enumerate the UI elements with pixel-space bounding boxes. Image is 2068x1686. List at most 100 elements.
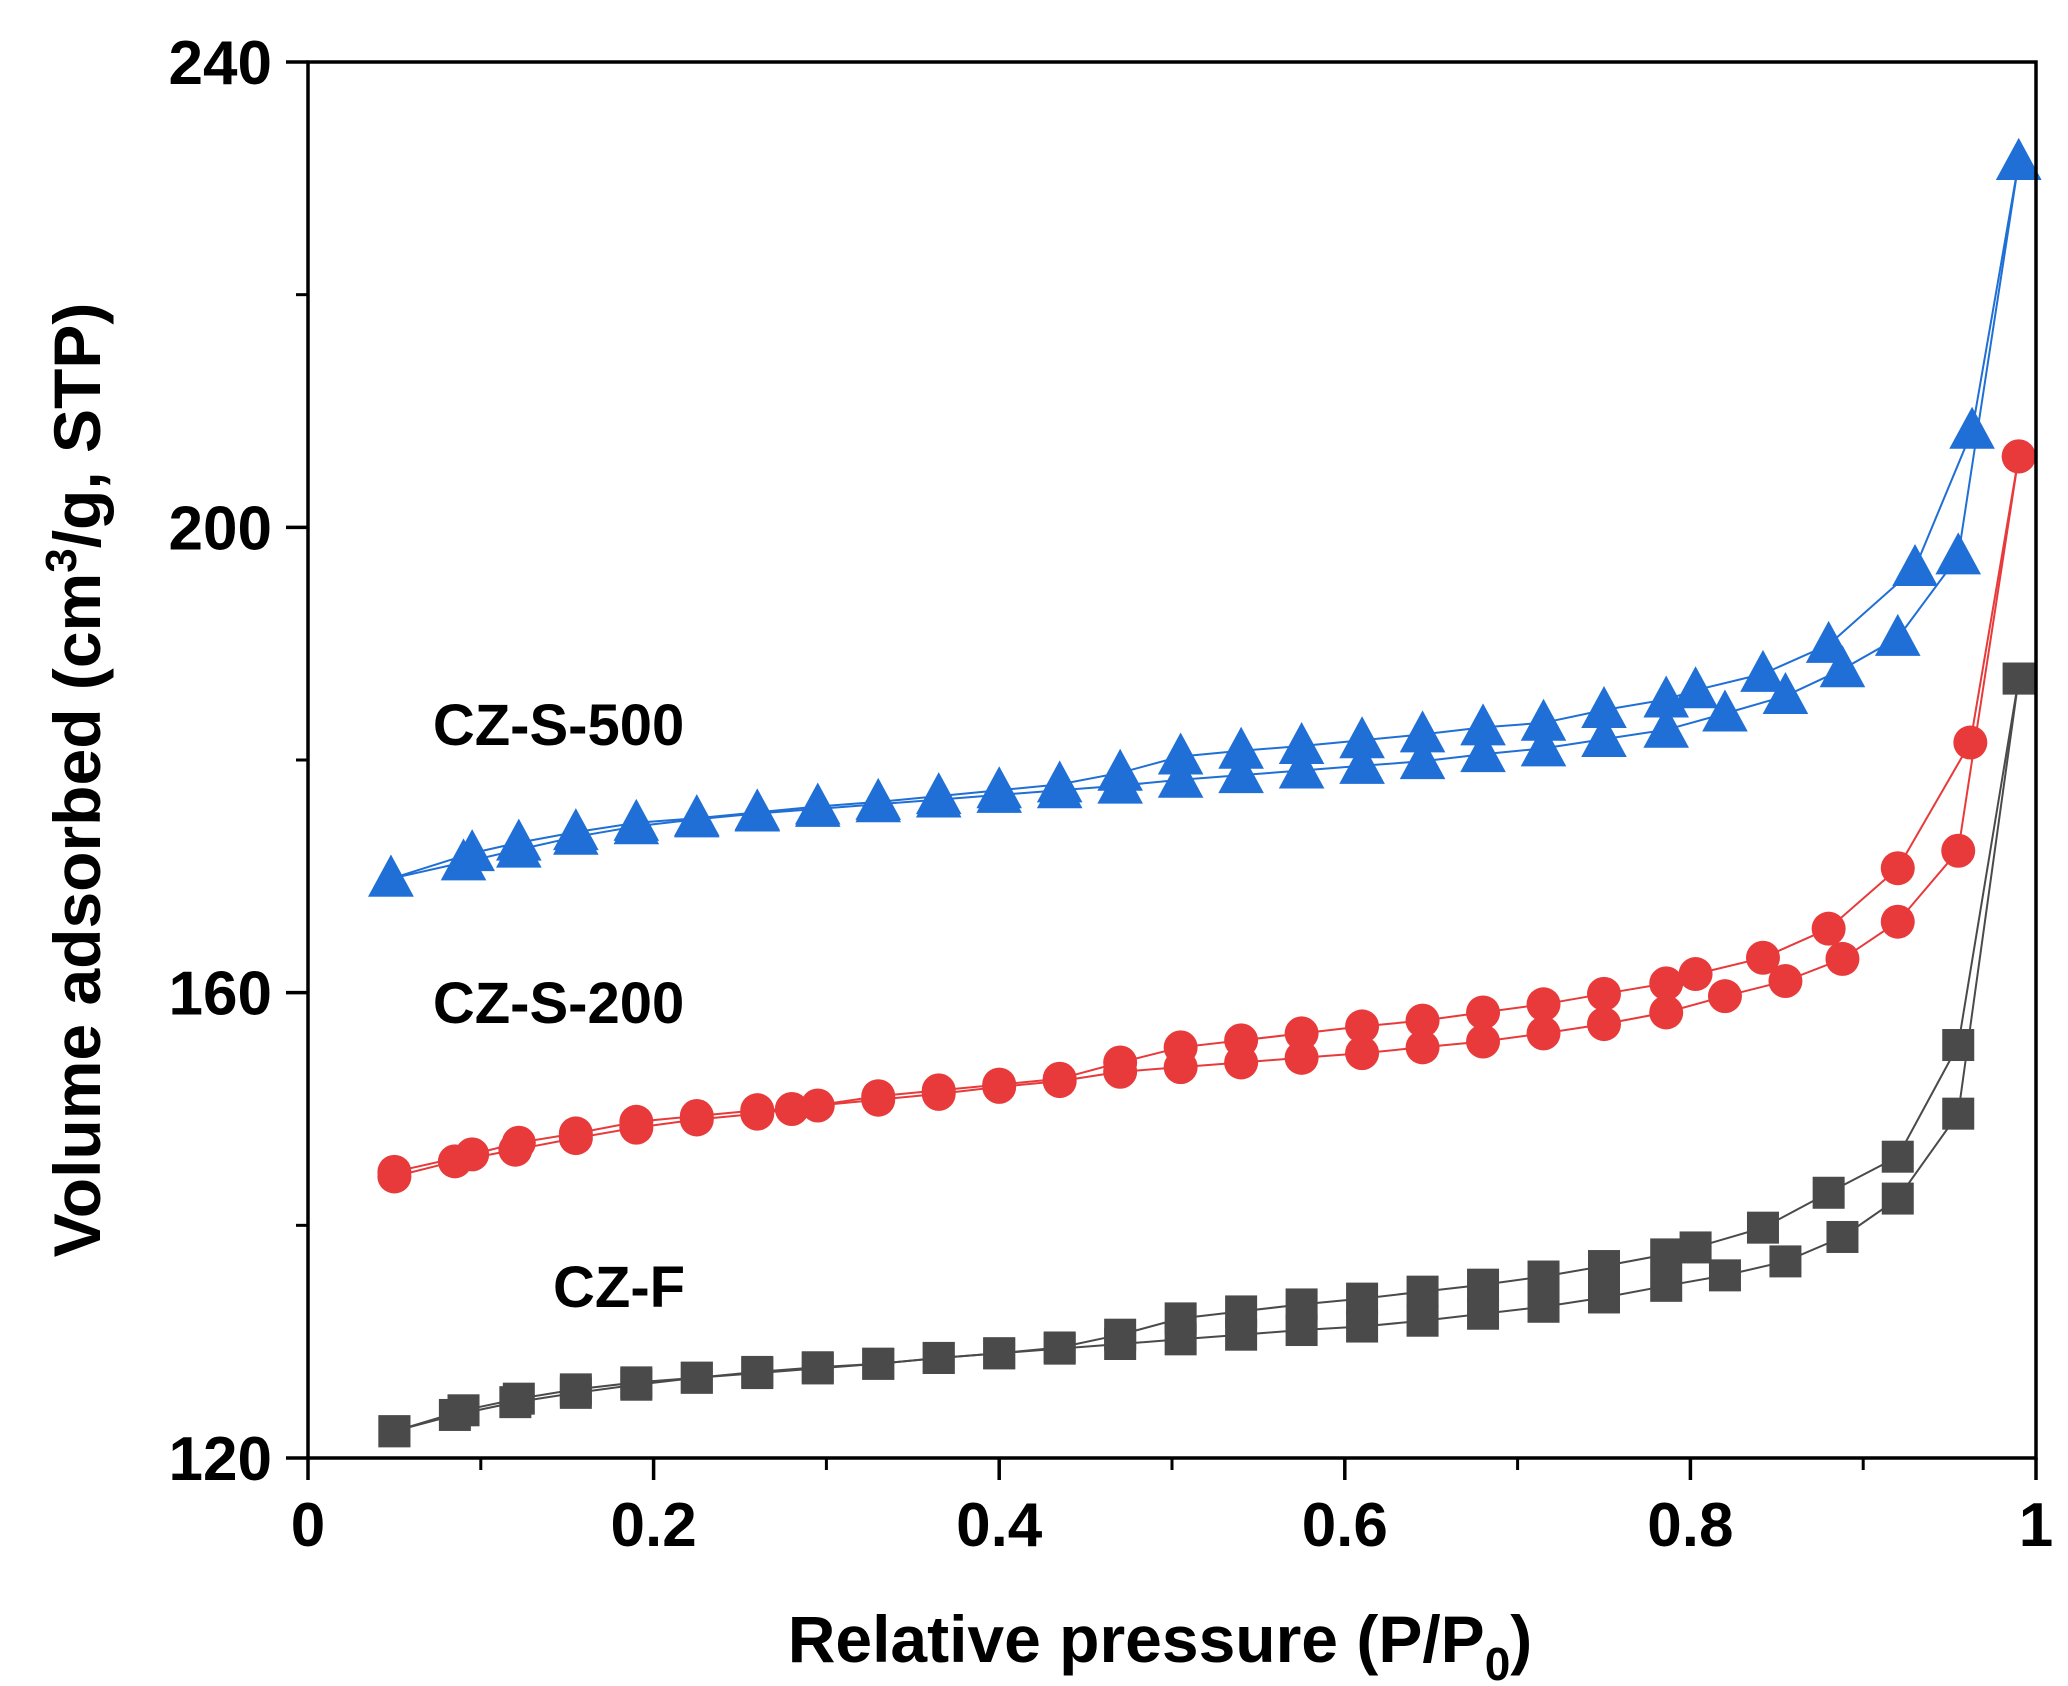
desorption-point xyxy=(794,782,841,825)
desorption-point xyxy=(1805,620,1852,663)
adsorption-point xyxy=(1587,1007,1621,1042)
desorption-point xyxy=(1157,732,1204,775)
adsorption-point xyxy=(1284,1040,1319,1075)
adsorption-point xyxy=(1649,995,1684,1030)
series-cz-f: CZ-F xyxy=(378,662,2035,1448)
adsorption-point xyxy=(1588,1281,1620,1314)
desorption-point xyxy=(496,818,542,861)
adsorption-line xyxy=(394,456,2020,1178)
desorption-point xyxy=(674,794,720,837)
desorption-point xyxy=(1526,987,1561,1022)
adsorption-point xyxy=(1935,532,1982,575)
adsorption-point xyxy=(1881,1182,1914,1215)
desorption-point xyxy=(1406,1275,1439,1308)
x-tick-label: 0 xyxy=(291,1491,325,1560)
adsorption-point xyxy=(1346,1310,1379,1343)
desorption-point xyxy=(1225,1295,1258,1328)
y-tick-label: 240 xyxy=(169,29,272,98)
adsorption-point xyxy=(1826,1220,1859,1253)
adsorption-point xyxy=(1769,1245,1802,1278)
x-axis-title-end: ) xyxy=(1510,1602,1532,1676)
adsorption-point xyxy=(1707,979,1742,1014)
x-tick-label: 0.8 xyxy=(1647,1491,1733,1560)
adsorption-point xyxy=(1527,1290,1560,1323)
desorption-point xyxy=(1104,1318,1137,1351)
adsorption-line xyxy=(394,678,2020,1433)
adsorption-point xyxy=(1466,1024,1501,1059)
desorption-point xyxy=(449,829,495,872)
x-tick-label: 1 xyxy=(2019,1491,2053,1560)
desorption-point xyxy=(1042,1061,1077,1096)
adsorption-point xyxy=(1762,672,1809,715)
y-axis-title-superscript: 3 xyxy=(37,548,86,572)
desorption-point xyxy=(1811,911,1846,946)
adsorption-point xyxy=(1643,705,1690,748)
desorption-point xyxy=(680,1361,713,1394)
desorption-point xyxy=(558,1116,593,1151)
desorption-point xyxy=(1953,725,1988,760)
desorption-point xyxy=(734,788,781,831)
desorption-point xyxy=(1466,995,1501,1030)
desorption-point xyxy=(741,1355,774,1388)
desorption-point xyxy=(619,1104,654,1139)
y-axis-title-end: /g, STP) xyxy=(40,303,114,549)
desorption-point xyxy=(922,1341,955,1374)
adsorption-point xyxy=(1460,730,1506,773)
adsorption-point xyxy=(1942,1097,1975,1130)
desorption-point xyxy=(2001,439,2036,474)
y-tick-label: 200 xyxy=(169,494,272,563)
desorption-point xyxy=(1881,1140,1914,1173)
desorption-point xyxy=(915,772,962,815)
adsorption-point xyxy=(1339,741,1385,784)
desorption-point xyxy=(1679,1231,1712,1264)
desorption-point xyxy=(1399,710,1446,753)
desorption-point xyxy=(1643,675,1690,718)
adsorption-point xyxy=(1941,833,1976,868)
adsorption-point xyxy=(1768,964,1803,999)
series-label: CZ-S-500 xyxy=(433,693,684,758)
adsorption-point xyxy=(1581,715,1627,758)
desorption-point xyxy=(502,1382,535,1415)
desorption-point xyxy=(1527,1260,1560,1293)
desorption-point xyxy=(1650,1238,1683,1271)
desorption-point xyxy=(1467,1268,1500,1301)
desorption-point xyxy=(1278,722,1325,765)
desorption-point xyxy=(1588,1250,1620,1283)
desorption-point xyxy=(1163,1030,1198,1065)
desorption-point xyxy=(378,1415,411,1448)
desorption-point xyxy=(1164,1302,1197,1335)
desorption-point xyxy=(801,1351,834,1384)
desorption-point xyxy=(1036,760,1083,803)
desorption-point xyxy=(861,1079,896,1114)
adsorption-point xyxy=(1345,1036,1380,1071)
adsorption-point xyxy=(1880,904,1915,939)
series-label: CZ-S-200 xyxy=(433,971,684,1036)
desorption-point xyxy=(1339,716,1385,759)
desorption-point xyxy=(613,798,660,841)
x-tick-label: 0.6 xyxy=(1302,1491,1388,1560)
desorption-point xyxy=(1649,966,1684,1001)
desorption-point xyxy=(679,1098,714,1133)
desorption-point xyxy=(1405,1003,1440,1038)
desorption-point xyxy=(1345,1009,1380,1044)
adsorption-point xyxy=(1650,1269,1683,1302)
desorption-point xyxy=(855,777,902,820)
desorption-point xyxy=(1284,1016,1319,1051)
x-axis-title-subscript: 0 xyxy=(1485,1638,1511,1686)
desorption-point xyxy=(553,808,599,851)
desorption-point xyxy=(740,1093,775,1128)
desorption-point xyxy=(1285,1288,1318,1321)
desorption-point xyxy=(1218,726,1264,769)
desorption-point xyxy=(1880,851,1915,886)
desorption-point xyxy=(2002,662,2035,695)
adsorption-point xyxy=(1708,1259,1741,1292)
desorption-point xyxy=(1740,649,1786,692)
desorption-point xyxy=(1949,406,1995,449)
desorption-point xyxy=(1746,1211,1779,1244)
desorption-line xyxy=(394,456,2020,1173)
x-tick-label: 0.4 xyxy=(956,1491,1043,1560)
adsorption-point xyxy=(1702,689,1748,732)
desorption-point xyxy=(1995,138,2042,181)
